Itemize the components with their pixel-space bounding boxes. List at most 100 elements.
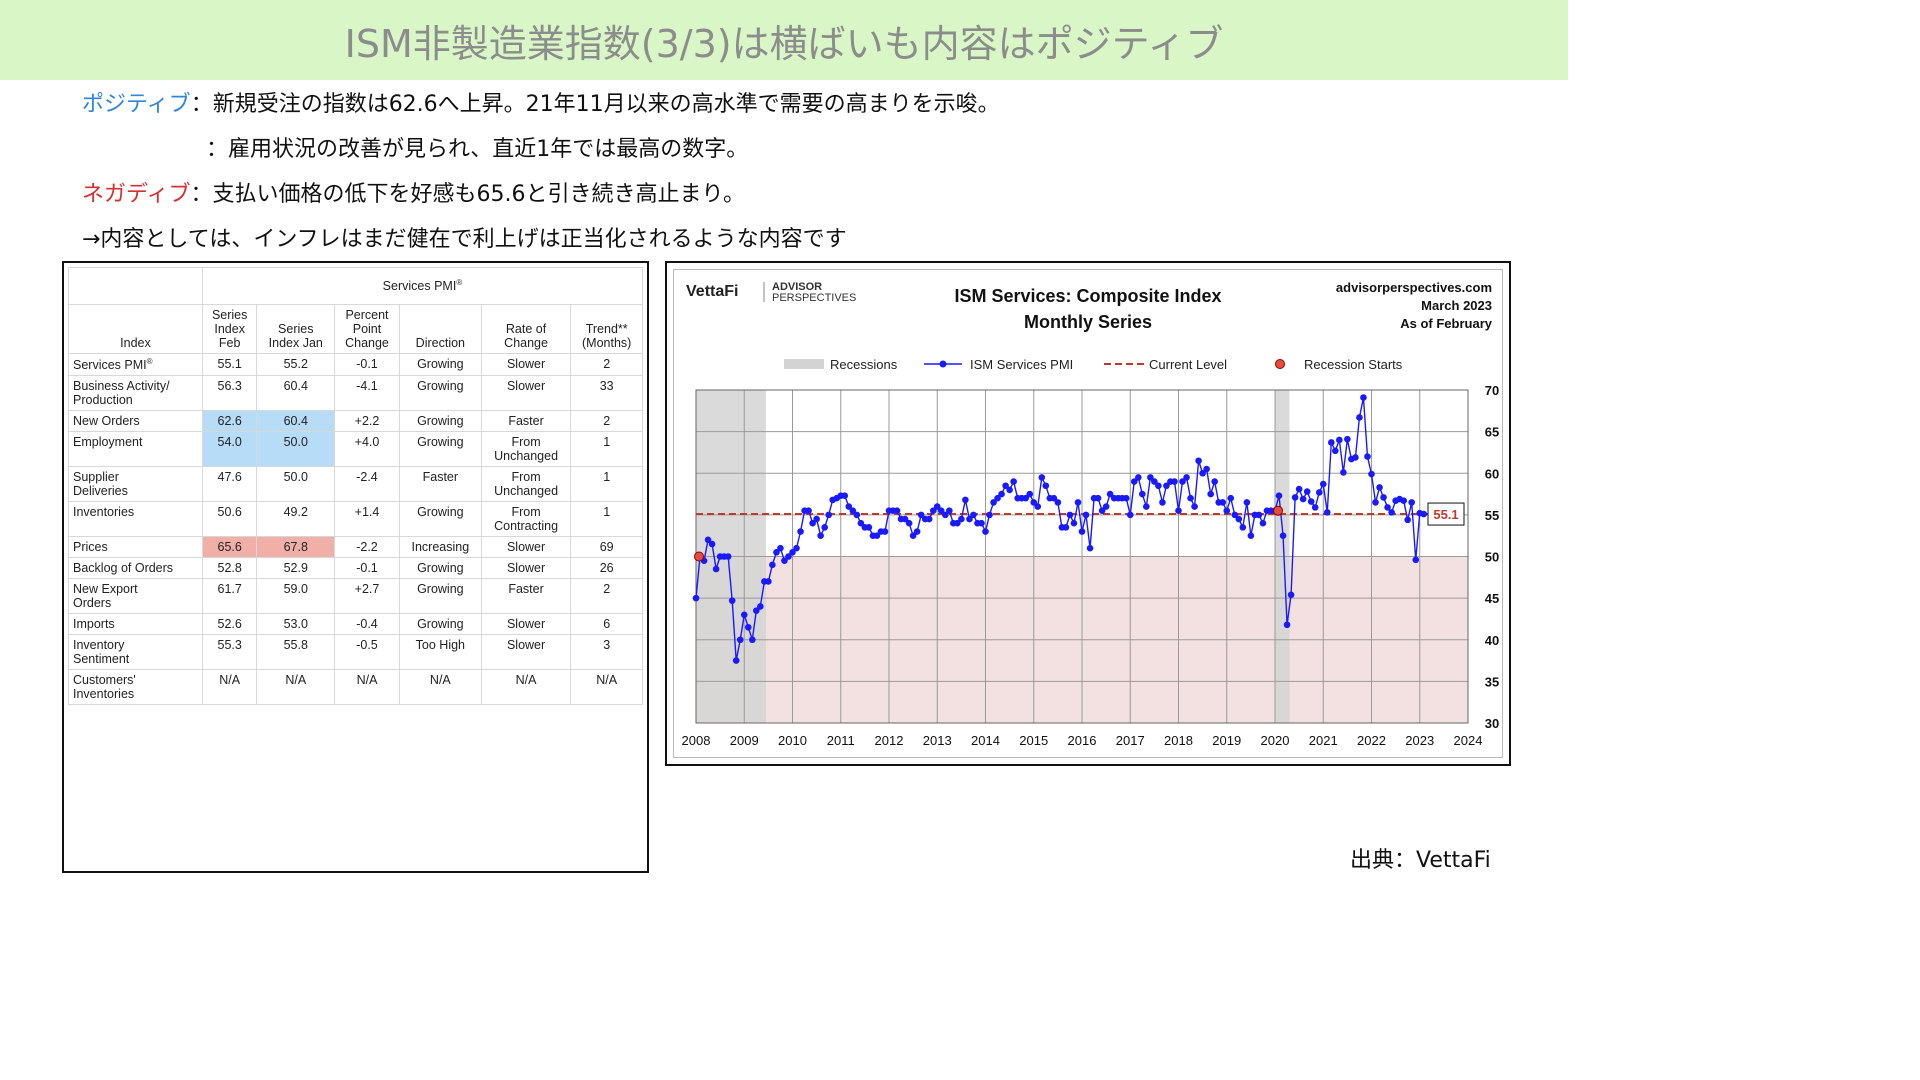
table-cell-feb: 52.6 — [201, 613, 258, 636]
x-tick-label: 2017 — [1116, 733, 1145, 748]
ism-data-point — [1122, 494, 1130, 502]
table-cell-rate: Slower — [480, 375, 572, 412]
table-cell-rate: Slower — [480, 634, 572, 671]
ism-data-point — [1219, 499, 1227, 506]
y-tick-label: 30 — [1485, 716, 1499, 731]
x-tick-label: 2008 — [682, 733, 711, 748]
ism-data-point — [1074, 499, 1082, 506]
ism-data-point — [929, 507, 937, 515]
ism-data-point — [1356, 414, 1363, 421]
ism-data-point — [753, 607, 760, 614]
ism-data-point — [1102, 503, 1110, 510]
table-row: Supplier Deliveries 47.6 50.0 -2.4 Faster From… — [68, 466, 643, 503]
table-row: New Export Orders 61.7 59.0 +2.7 Growing Faste… — [68, 578, 643, 615]
table-column-header: Trend** (Months) — [570, 304, 643, 354]
table-cell-index: Business Activity/Production — [68, 375, 203, 412]
ism-data-point — [1151, 478, 1158, 485]
slide-title: ISM非製造業指数(3/3)は横ばいも内容はポジティブ — [344, 21, 1224, 66]
table-cell-jan: 52.9 — [256, 557, 336, 580]
ism-data-point — [1030, 499, 1038, 506]
ism-data-point — [982, 528, 989, 535]
ism-data-point — [757, 603, 764, 610]
services-pmi-table-panel: Services PMI® Index Series Index Feb Series I… — [62, 261, 649, 873]
legend-label-recession-start: Recession Starts — [1304, 357, 1403, 372]
ism-data-point — [1143, 503, 1150, 510]
bullet-label-negative: ネガディブ — [82, 182, 191, 207]
table-cell-feb: 54.0 — [201, 431, 258, 468]
ism-data-point — [821, 524, 828, 531]
x-tick-label: 2022 — [1357, 733, 1386, 748]
table-cell-change: -0.4 — [334, 613, 400, 636]
ism-data-point — [905, 519, 913, 527]
ism-data-point — [704, 536, 712, 544]
y-tick-label: 35 — [1485, 674, 1499, 689]
chart-legend: Recessions ISM Services PMI Current Level R… — [784, 357, 1403, 372]
table-row: Imports 52.6 53.0 -0.4 Growing Slower 6 — [68, 613, 643, 636]
bullet-text: ：雇用状況の改善が見られ、直近1年では最高の数字。 — [206, 137, 749, 162]
table-cell-rate: From Unchanged — [480, 431, 572, 468]
legend-label-series: ISM Services PMI — [970, 357, 1073, 372]
table-cell-feb: 56.3 — [201, 375, 258, 412]
ism-data-point — [954, 519, 961, 527]
ism-data-point — [1126, 511, 1134, 519]
x-tick-label: 2015 — [1019, 733, 1048, 748]
ism-data-point — [1086, 544, 1094, 552]
table-cell-change: -2.2 — [334, 536, 400, 559]
ism-data-point — [1195, 457, 1202, 465]
table-cell-feb: 65.6 — [201, 536, 258, 559]
table-row: Business Activity/Production 56.3 60.4 -4.1… — [68, 375, 643, 412]
table-cell-rate: Faster — [480, 410, 572, 433]
ism-data-point — [1340, 469, 1347, 476]
y-tick-label: 55 — [1485, 508, 1499, 523]
ism-data-point — [1199, 469, 1206, 477]
table-cell-jan: 55.2 — [256, 352, 336, 377]
table-cell-feb: N/A — [201, 669, 258, 706]
table-row: Inventory Sentiment 55.3 55.8 -0.5 Too High Sl… — [68, 634, 643, 671]
table-cell-direction: Growing — [398, 431, 482, 468]
bullet-text: ：新規受注の指数は62.6へ上昇。21年11月以来の高水準で需要の高まりを示唆。 — [190, 92, 1000, 117]
ism-data-point — [793, 544, 800, 552]
x-tick-label: 2020 — [1261, 733, 1290, 748]
ism-data-point — [732, 657, 740, 664]
ism-data-point — [1227, 494, 1235, 502]
ism-data-point — [1259, 519, 1267, 527]
y-tick-label: 45 — [1485, 591, 1499, 606]
ism-data-point — [1006, 486, 1013, 494]
ism-data-point — [1082, 511, 1090, 519]
ism-data-point — [1034, 503, 1042, 510]
table-cell-index: Imports — [68, 613, 203, 636]
table-cell-rate: Faster — [480, 578, 572, 615]
ism-data-point — [1283, 621, 1291, 629]
x-tick-label: 2014 — [971, 733, 1000, 748]
table-cell-jan: 55.8 — [256, 634, 336, 671]
table-cell-trend: 2 — [570, 410, 643, 433]
ism-data-point — [724, 553, 732, 560]
ism-data-point — [1360, 394, 1367, 401]
table-column-header: Index — [68, 304, 203, 354]
table-cell-trend: 1 — [570, 466, 643, 503]
ism-data-point — [1147, 474, 1154, 481]
ism-data-point — [881, 528, 889, 535]
table-cell-trend: 2 — [570, 578, 643, 615]
x-tick-label: 2021 — [1309, 733, 1338, 748]
ism-data-point — [1038, 474, 1046, 481]
chart-plot-area: 2008 2009 2010 2011 2012 2013 2014 2015 2016 2017… — [682, 383, 1500, 748]
chart-site: advisorperspectives.com — [1336, 280, 1492, 295]
ism-data-point — [712, 565, 720, 573]
ism-data-point — [925, 515, 933, 523]
x-tick-label: 2009 — [730, 733, 759, 748]
ism-data-point — [813, 515, 820, 523]
ism-data-point — [1295, 485, 1303, 493]
table-cell-feb: 52.8 — [201, 557, 258, 580]
ism-data-point — [1163, 482, 1170, 490]
ism-data-point — [1311, 504, 1319, 511]
bullet-positive-2: ：雇用状況の改善が見られ、直近1年では最高の数字。 — [82, 127, 1000, 172]
table-cell-direction: Increasing — [398, 536, 482, 559]
ism-data-point — [728, 597, 736, 604]
ism-data-point — [1380, 494, 1387, 501]
ism-data-point — [1239, 524, 1247, 531]
table-cell-jan: 49.2 — [256, 501, 336, 538]
x-tick-label: 2011 — [827, 733, 855, 748]
ism-data-point — [1231, 511, 1239, 519]
ism-data-point — [1319, 480, 1327, 488]
